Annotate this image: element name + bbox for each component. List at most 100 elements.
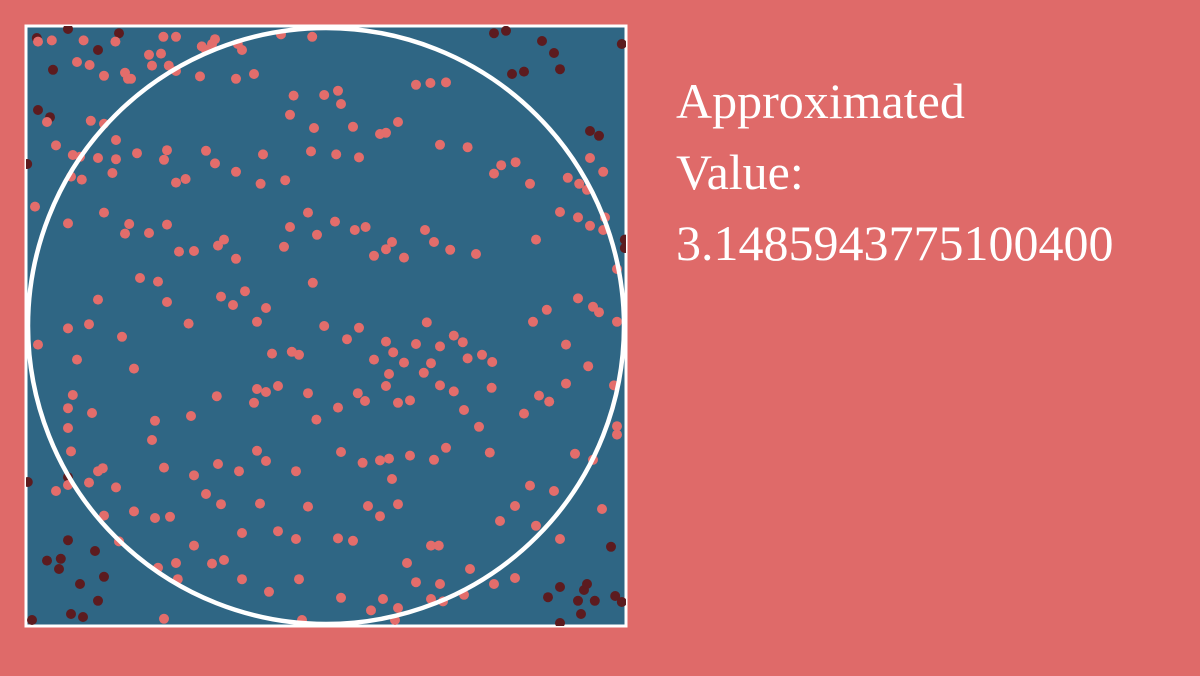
inside-point — [87, 408, 97, 418]
inside-point — [30, 201, 40, 212]
outside-point — [585, 126, 595, 136]
inside-point — [433, 540, 444, 551]
inside-point — [189, 246, 199, 256]
inside-point — [612, 429, 622, 440]
inside-point — [219, 555, 229, 565]
inside-point — [210, 158, 220, 169]
inside-point — [393, 397, 403, 408]
inside-point — [252, 445, 262, 456]
inside-point — [435, 380, 445, 391]
inside-point — [459, 405, 469, 415]
inside-point — [183, 318, 194, 329]
outside-point — [42, 555, 52, 566]
inside-point — [381, 336, 391, 347]
inside-point — [159, 462, 169, 473]
inside-point — [583, 361, 594, 372]
inside-point — [375, 455, 385, 466]
inside-point — [231, 73, 241, 84]
inside-point — [67, 390, 78, 400]
inside-point — [381, 127, 391, 138]
inside-point — [462, 353, 473, 364]
inside-point — [231, 253, 241, 264]
inside-point — [405, 395, 415, 406]
inside-point — [46, 35, 57, 46]
inside-point — [531, 234, 541, 245]
outside-point — [616, 39, 626, 49]
inside-point — [562, 172, 573, 183]
approximated-label: Approximated — [676, 73, 965, 129]
inside-point — [544, 396, 555, 407]
outside-point — [93, 595, 103, 606]
pi-estimate-value: 3.1485943775100400 — [676, 215, 1114, 271]
inside-point — [411, 577, 421, 588]
inside-point — [348, 121, 358, 132]
outside-point — [582, 579, 592, 589]
inside-point — [477, 349, 487, 360]
inside-point — [465, 564, 475, 574]
inside-point — [360, 396, 370, 406]
inside-point — [399, 357, 409, 368]
inside-point — [93, 466, 103, 477]
inside-point — [99, 510, 109, 521]
outside-point — [63, 26, 73, 34]
outside-point — [26, 477, 33, 487]
inside-point — [267, 348, 277, 359]
inside-point — [234, 466, 244, 477]
inside-point — [484, 447, 495, 458]
inside-point — [84, 60, 95, 70]
inside-point — [107, 168, 118, 178]
inside-point — [541, 304, 552, 315]
inside-point — [349, 225, 360, 235]
outside-point — [555, 582, 565, 592]
inside-point — [555, 207, 565, 217]
monte-carlo-simulation — [24, 24, 628, 628]
outside-point — [90, 546, 100, 556]
inside-point — [531, 520, 541, 531]
inside-point — [549, 486, 559, 496]
inside-point — [255, 178, 266, 189]
inside-point — [99, 70, 109, 81]
outside-point — [576, 609, 586, 619]
inside-point — [189, 470, 199, 481]
inside-point — [72, 354, 82, 365]
inside-point — [319, 321, 330, 331]
inside-point — [399, 252, 409, 263]
inside-point — [352, 388, 363, 399]
inside-point — [288, 90, 299, 101]
inside-point — [555, 534, 565, 544]
inside-point — [378, 594, 388, 604]
inside-point — [207, 558, 217, 569]
inside-point — [273, 526, 283, 537]
inside-point — [426, 540, 436, 551]
outside-point — [543, 592, 553, 603]
inside-point — [291, 534, 301, 544]
outside-point — [573, 595, 583, 606]
inside-point — [111, 482, 121, 493]
inside-point — [312, 229, 322, 240]
outside-point — [27, 615, 37, 625]
inside-point — [33, 339, 43, 350]
outside-point — [78, 612, 88, 622]
inside-point — [129, 506, 139, 517]
inside-point — [519, 408, 529, 419]
inside-point — [457, 337, 468, 348]
inside-point — [93, 294, 103, 305]
inside-point — [381, 381, 391, 391]
outside-point — [594, 130, 604, 141]
inside-point — [471, 249, 481, 259]
approximation-readout: Approximated Value: 3.1485943775100400 — [676, 66, 1196, 279]
inside-point — [418, 367, 429, 378]
unit-circle — [25, 25, 627, 627]
inside-point — [489, 168, 499, 179]
inside-point — [117, 331, 127, 342]
inside-point — [525, 480, 535, 491]
inside-point — [594, 307, 604, 318]
outside-point — [75, 579, 85, 589]
outside-point — [555, 618, 565, 626]
inside-point — [307, 31, 318, 42]
inside-point — [111, 135, 121, 145]
inside-point — [33, 36, 43, 47]
inside-point — [336, 99, 346, 109]
inside-point — [357, 457, 368, 468]
inside-point — [63, 403, 73, 414]
